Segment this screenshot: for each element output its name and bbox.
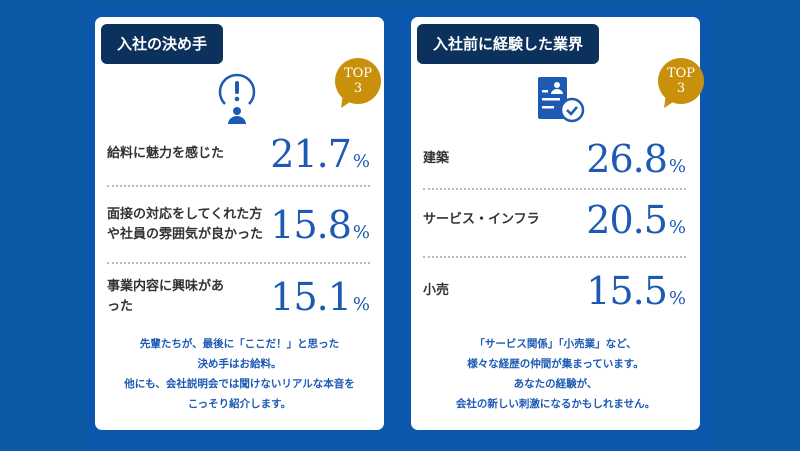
industry-label: 小売 [423, 283, 450, 298]
factor-value: 15.8% [270, 203, 370, 247]
badge-line2: 3 [676, 81, 686, 96]
industry-value: 20.5% [586, 198, 686, 242]
top3-badge: TOP 3 [335, 58, 381, 104]
factor-row: 面接の対応をしてくれた方や社員の雰囲気が良かった 15.8% [107, 192, 370, 258]
card-title: 入社の決め手 [101, 24, 224, 64]
factor-row: 給料に魅力を感じた 21.7% [107, 132, 370, 176]
divider [423, 188, 686, 190]
decision-factors-card: 入社の決め手 TOP 3 給料に魅力を感じた 21.7% 面接の対応をしてくれた方… [95, 17, 384, 430]
badge-line2: 3 [353, 81, 363, 96]
previous-industry-card: 入社前に経験した業界 TOP 3 建築 26.8% サービス・インフラ 20.5%… [411, 17, 704, 430]
divider [107, 185, 370, 187]
industry-label: 建築 [423, 151, 450, 166]
industry-value: 26.8% [586, 137, 686, 181]
industry-row: 小売 15.5% [423, 269, 686, 313]
industry-value: 15.5% [586, 269, 686, 313]
industry-label: サービス・インフラ [423, 212, 540, 227]
factor-label: 給料に魅力を感じた [107, 146, 225, 161]
badge-line1: TOP [666, 66, 696, 81]
exclamation-person-icon [218, 73, 256, 124]
resume-check-icon [538, 77, 585, 123]
divider [107, 262, 370, 264]
factor-label: 面接の対応をしてくれた方や社員の雰囲気が良かった [107, 207, 264, 242]
factor-label: 事業内容に興味があった [107, 279, 225, 314]
industry-row: 建築 26.8% [423, 137, 686, 181]
description: 先輩たちが、最後に「ここだ！」と思った 決め手はお給料。 他にも、会社説明会では聞け… [124, 338, 355, 410]
badge-line1: TOP [343, 66, 373, 81]
industry-row: サービス・インフラ 20.5% [423, 198, 686, 242]
factor-value: 15.1% [270, 275, 370, 319]
factor-row: 事業内容に興味があった 15.1% [107, 272, 370, 322]
divider [423, 256, 686, 258]
factor-value: 21.7% [270, 132, 370, 176]
card-title: 入社前に経験した業界 [417, 24, 600, 64]
description: 「サービス関係」「小売業」など、 様々な経歴の仲間が集まっています。 あなたの経験が… [455, 338, 656, 410]
top3-badge: TOP 3 [658, 58, 704, 104]
